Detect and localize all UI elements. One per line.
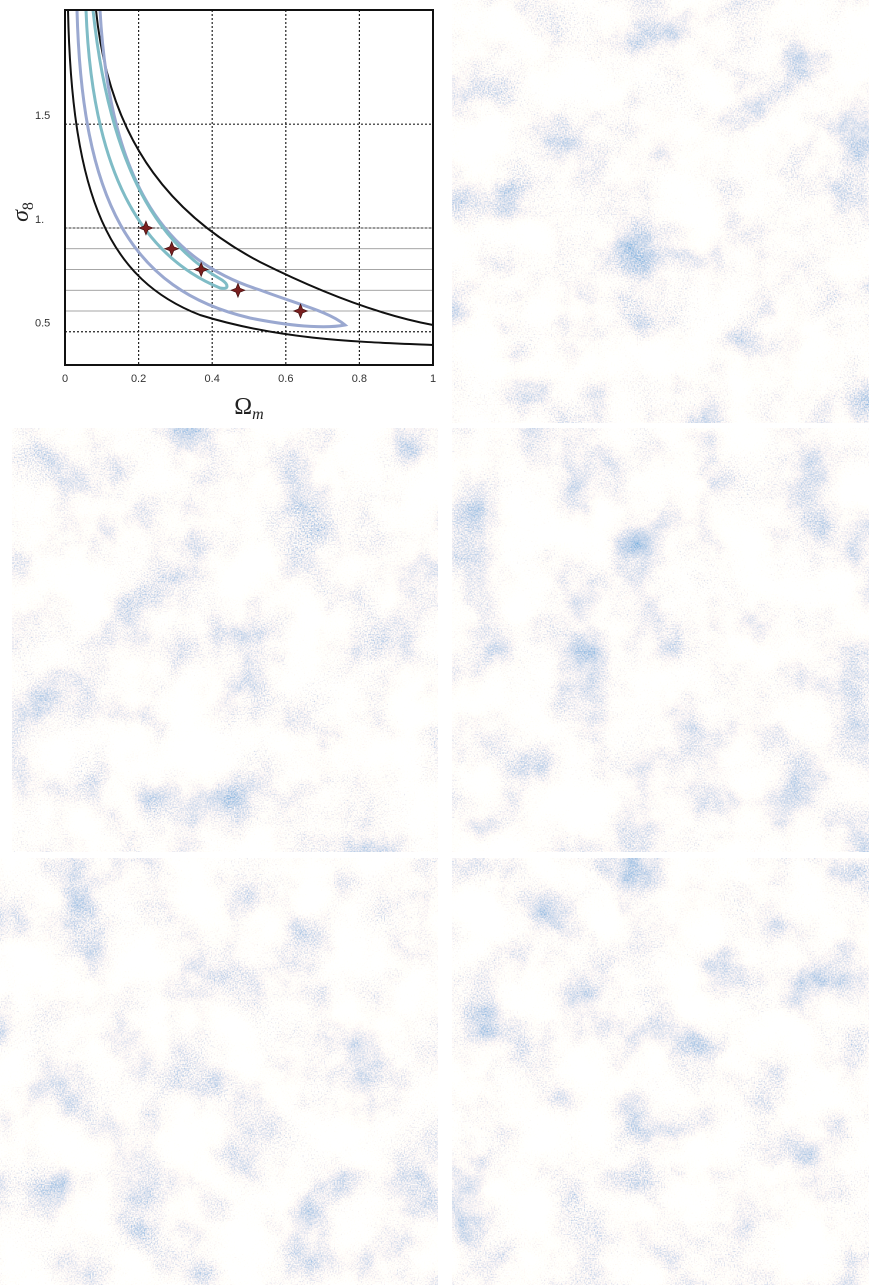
point	[193, 261, 209, 278]
x-tick-label: 0.2	[131, 373, 146, 385]
map-panel	[452, 858, 869, 1285]
map-panel	[0, 858, 438, 1285]
y-label-symbol: σ	[8, 209, 34, 222]
contour-68	[84, 9, 229, 290]
point	[230, 282, 246, 299]
contour-outer	[95, 9, 434, 326]
map-panel	[452, 0, 869, 423]
x-label-symbol: Ω	[234, 394, 252, 420]
x-tick-label: 0.4	[205, 373, 220, 385]
y-axis-label: σ8	[8, 202, 37, 222]
point	[138, 220, 154, 236]
y-tick-label: 1.5	[35, 110, 50, 122]
y-tick-label: 1.	[35, 214, 44, 226]
plot: Ωm σ8 0 0.2 0.4 0.6 0.8 1 0.5 1. 1.5	[8, 9, 436, 423]
x-tick-label: 0.6	[278, 373, 293, 385]
map-panel	[452, 428, 869, 852]
y-tick-label: 0.5	[35, 318, 50, 330]
plot-area	[65, 10, 433, 365]
x-axis-label: Ωm	[234, 394, 263, 423]
x-tick-label: 1	[430, 373, 436, 385]
contour-outer	[67, 9, 434, 346]
map-panel	[12, 428, 438, 852]
x-tick-label: 0	[62, 373, 68, 385]
y-label-subscript: 8	[20, 202, 37, 210]
x-label-subscript: m	[252, 406, 264, 423]
point	[292, 303, 309, 319]
point	[163, 240, 180, 257]
x-tick-label: 0.8	[352, 373, 367, 385]
plot-frame	[64, 9, 434, 366]
